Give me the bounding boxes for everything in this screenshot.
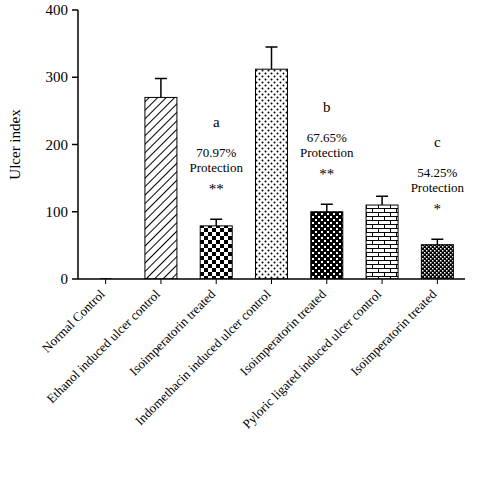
bar — [421, 245, 453, 279]
annotation-percent: 67.65% — [307, 130, 347, 145]
y-tick-label: 200 — [46, 137, 69, 153]
annotation-label: Protection — [300, 145, 354, 160]
annotation-label: Protection — [189, 160, 243, 175]
y-tick-label: 300 — [46, 69, 69, 85]
bar — [366, 205, 398, 279]
y-tick — [72, 278, 78, 280]
bar — [145, 97, 177, 279]
chart-svg: 0100200300400Normal ControlEthanol induc… — [0, 0, 498, 500]
y-tick-label: 0 — [61, 271, 69, 287]
x-tick — [271, 279, 272, 284]
annotation-stars: ** — [319, 166, 334, 182]
annotation-letter: c — [434, 134, 441, 150]
x-tick — [437, 279, 438, 284]
x-tick-label: Ethanol induced ulcer control — [43, 286, 163, 406]
y-tick — [72, 77, 78, 79]
x-tick-label: Isoimperatorin treated — [347, 286, 439, 378]
y-tick — [72, 9, 78, 11]
annotation-letter: a — [213, 114, 220, 130]
annotation-percent: 54.25% — [417, 165, 457, 180]
bar — [311, 212, 343, 279]
annotation-label: Protection — [411, 180, 465, 195]
annotation-letter: b — [323, 99, 331, 115]
x-tick — [105, 279, 106, 284]
y-axis-label: Ulcer index — [7, 109, 23, 180]
chart-container: 0100200300400Normal ControlEthanol induc… — [0, 0, 498, 500]
error-bar — [376, 196, 388, 205]
annotation-stars: ** — [209, 181, 224, 197]
annotation-percent: 70.97% — [196, 145, 236, 160]
annotation-stars: * — [434, 201, 442, 217]
error-bar — [431, 239, 443, 244]
bar — [256, 69, 288, 279]
error-bar — [266, 47, 278, 69]
x-tick — [326, 279, 327, 284]
error-bar — [155, 79, 167, 98]
error-bar — [321, 204, 333, 211]
x-tick — [216, 279, 217, 284]
x-tick — [160, 279, 161, 284]
y-tick — [72, 211, 78, 213]
x-tick — [382, 279, 383, 284]
bar — [200, 226, 232, 279]
bars — [100, 47, 454, 279]
error-bar — [210, 219, 222, 226]
y-tick-label: 100 — [46, 204, 69, 220]
y-tick — [72, 144, 78, 146]
y-tick-label: 400 — [46, 2, 69, 18]
